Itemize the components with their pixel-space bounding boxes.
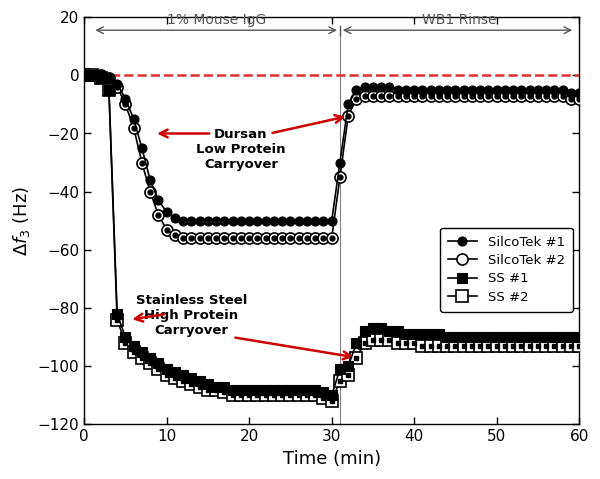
- Text: WB1 Rinse: WB1 Rinse: [422, 13, 497, 27]
- SilcoTek #1: [262, 218, 269, 224]
- X-axis label: Time (min): Time (min): [283, 450, 381, 468]
- SS #1: [518, 334, 525, 340]
- SS #1: [328, 392, 335, 398]
- SS #2: [575, 343, 583, 349]
- SS #1: [386, 329, 393, 334]
- SS #2: [80, 72, 88, 78]
- SilcoTek #2: [386, 93, 393, 99]
- SS #2: [196, 384, 203, 389]
- SilcoTek #2: [80, 72, 88, 78]
- SilcoTek #1: [179, 218, 187, 224]
- Text: Dursan
Low Protein
Carryover: Dursan Low Protein Carryover: [196, 128, 286, 171]
- SS #1: [196, 378, 203, 384]
- SilcoTek #1: [80, 72, 88, 78]
- Text: Stainless Steel
High Protein
Carryover: Stainless Steel High Protein Carryover: [136, 294, 247, 337]
- SS #2: [179, 378, 187, 384]
- SilcoTek #2: [179, 235, 187, 241]
- SS #1: [254, 387, 261, 392]
- Line: SilcoTek #1: SilcoTek #1: [80, 71, 584, 225]
- Text: 1% Mouse IgG: 1% Mouse IgG: [167, 13, 266, 27]
- SS #1: [353, 340, 360, 346]
- SS #2: [254, 392, 261, 398]
- SS #2: [386, 337, 393, 343]
- Line: SilcoTek #2: SilcoTek #2: [79, 70, 585, 244]
- SilcoTek #1: [575, 90, 583, 96]
- SilcoTek #2: [188, 235, 195, 241]
- SS #1: [80, 72, 88, 78]
- SilcoTek #1: [188, 218, 195, 224]
- Line: SS #1: SS #1: [80, 71, 584, 400]
- SilcoTek #1: [518, 87, 525, 93]
- Y-axis label: $\Delta f_3$ (Hz): $\Delta f_3$ (Hz): [11, 186, 32, 256]
- SilcoTek #2: [262, 235, 269, 241]
- SS #1: [575, 334, 583, 340]
- SilcoTek #2: [575, 96, 583, 102]
- SS #2: [518, 343, 525, 349]
- SS #2: [328, 399, 335, 404]
- Legend: SilcoTek #1, SilcoTek #2, SS #1, SS #2: SilcoTek #1, SilcoTek #2, SS #1, SS #2: [440, 228, 572, 311]
- SilcoTek #1: [205, 218, 212, 224]
- SilcoTek #1: [353, 87, 360, 93]
- SilcoTek #1: [386, 84, 393, 90]
- SS #1: [179, 372, 187, 378]
- SilcoTek #2: [205, 235, 212, 241]
- Line: SS #2: SS #2: [79, 70, 585, 407]
- SS #2: [353, 354, 360, 360]
- SilcoTek #2: [353, 96, 360, 102]
- SilcoTek #2: [518, 93, 525, 99]
